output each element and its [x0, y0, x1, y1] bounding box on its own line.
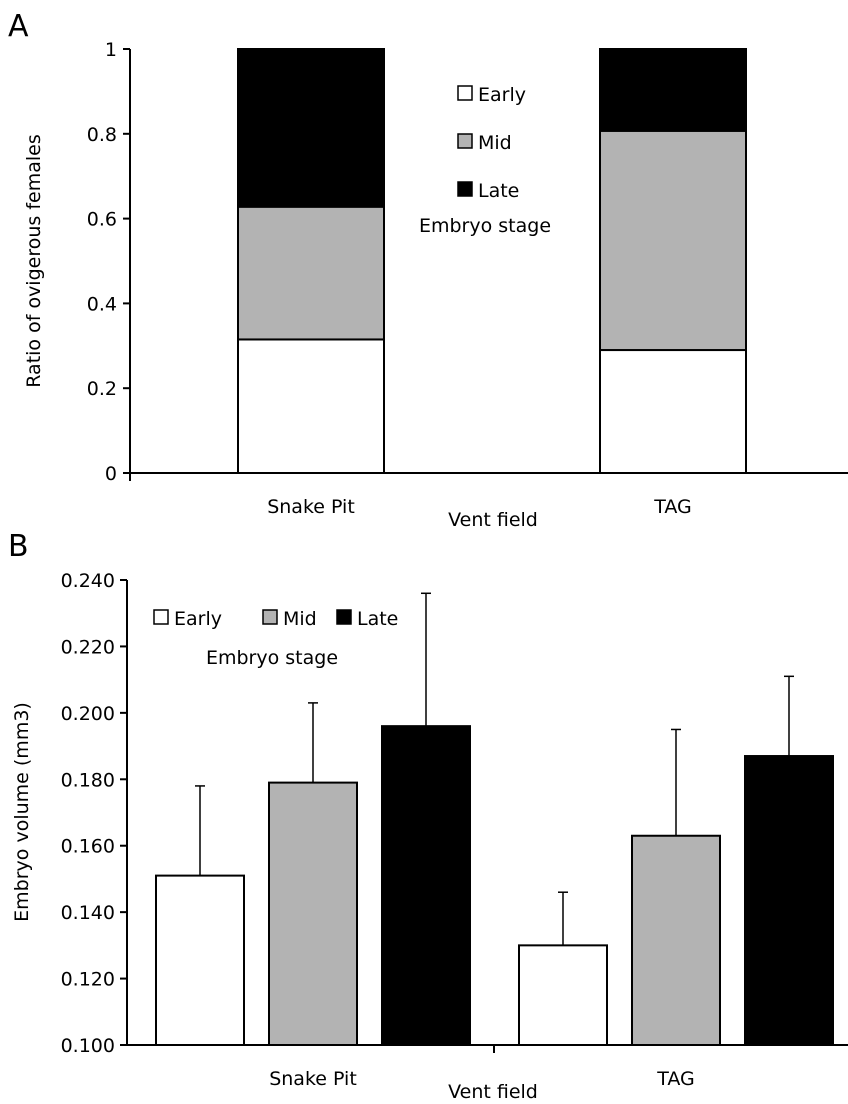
- panel-b-chart: Snake Pit TAG 0.100 0.120 0.140 0.160 0.180 0.2…: [11, 570, 848, 1103]
- y-tick-label: 0: [105, 463, 117, 485]
- y-tick-label: 0.240: [61, 570, 115, 592]
- panel-a-axes: Snake Pit TAG 0 0.2 0.4 0.6 0.8 1 Ratio of ovige…: [23, 39, 848, 531]
- y-axis-title: Ratio of ovigerous females: [23, 134, 45, 387]
- y-tick-label: 0.140: [61, 902, 115, 924]
- legend-swatch-early: [153, 609, 169, 625]
- bar-tag-late: [744, 755, 834, 1046]
- legend-swatch-early: [457, 85, 473, 101]
- panel-letter-a: A: [8, 9, 29, 44]
- x-tick-label-snake-pit: Snake Pit: [267, 496, 355, 518]
- legend-swatch-late: [336, 609, 352, 625]
- legend-title: Embryo stage: [419, 215, 551, 237]
- legend-swatch-late: [457, 181, 473, 197]
- panel-letter-b: B: [8, 529, 29, 564]
- bar-snake-pit-early: [155, 874, 245, 1046]
- bar-tag-late: [599, 48, 747, 132]
- panel-b-bars: [155, 592, 834, 1047]
- bar-tag-mid: [599, 129, 747, 352]
- panel-a-chart: Snake Pit TAG 0 0.2 0.4 0.6 0.8 1 Ratio of ovige…: [23, 39, 848, 531]
- legend-label-early: Early: [174, 608, 222, 630]
- y-axis-title: Embryo volume (mm3): [11, 702, 33, 922]
- panel-b-legend: Early Mid Late Embryo stage: [153, 608, 398, 669]
- y-tick-label: 0.4: [87, 293, 117, 315]
- y-tick-label: 0.180: [61, 769, 115, 791]
- panel-a-bars: [237, 48, 747, 475]
- panel-b-axes: Snake Pit TAG 0.100 0.120 0.140 0.160 0.180 0.2…: [11, 570, 848, 1103]
- y-tick-label: 0.200: [61, 703, 115, 725]
- y-tick-label: 0.100: [61, 1035, 115, 1057]
- bar-snake-pit-early: [237, 338, 385, 474]
- x-tick-label-snake-pit: Snake Pit: [269, 1068, 357, 1090]
- bar-snake-pit-late: [237, 48, 385, 208]
- legend-title: Embryo stage: [206, 647, 338, 669]
- legend-swatch-mid: [262, 609, 278, 625]
- y-tick-label: 0.8: [87, 124, 117, 146]
- bar-tag-early: [599, 349, 747, 475]
- bar-snake-pit-mid: [268, 781, 358, 1046]
- legend-label-late: Late: [357, 608, 398, 630]
- panel-a-legend: Early Mid Late Embryo stage: [419, 84, 551, 237]
- bar-tag-mid: [631, 834, 721, 1046]
- legend-label-late: Late: [478, 180, 519, 202]
- y-tick-label: 0.2: [87, 378, 117, 400]
- legend-swatch-mid: [457, 133, 473, 149]
- y-tick-label: 1: [105, 39, 117, 61]
- x-axis-title: Vent field: [448, 509, 538, 531]
- x-tick-label-tag: TAG: [656, 1068, 695, 1090]
- legend-label-early: Early: [478, 84, 526, 106]
- x-tick-label-tag: TAG: [653, 496, 692, 518]
- y-tick-label: 0.6: [87, 209, 117, 231]
- bar-snake-pit-mid: [237, 205, 385, 341]
- bar-tag-early: [518, 944, 608, 1046]
- x-axis-title: Vent field: [448, 1081, 538, 1103]
- y-tick-label: 0.220: [61, 636, 115, 658]
- y-tick-label: 0.160: [61, 836, 115, 858]
- bar-snake-pit-late: [381, 725, 471, 1047]
- legend-label-mid: Mid: [283, 608, 317, 630]
- legend-label-mid: Mid: [478, 132, 512, 154]
- y-tick-label: 0.120: [61, 969, 115, 991]
